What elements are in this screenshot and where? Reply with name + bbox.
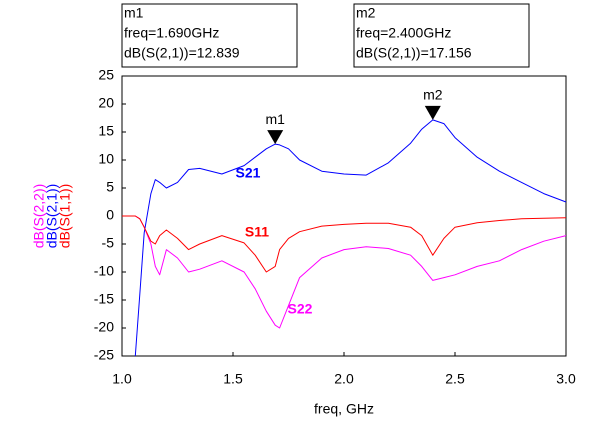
y-tick-label: 15	[98, 123, 114, 139]
y-tick-label: -25	[94, 347, 114, 363]
y-tick-label: -10	[94, 263, 114, 279]
y-tick-label: -15	[94, 291, 114, 307]
marker-readout: m1	[124, 5, 144, 21]
plot-frame	[121, 75, 567, 357]
x-tick-label: 2.0	[334, 371, 354, 387]
marker-readout: freq=1.690GHz	[124, 25, 219, 41]
marker-readout: freq=2.400GHz	[356, 25, 451, 41]
x-tick-label: 3.0	[556, 371, 576, 387]
marker-triangle	[424, 105, 441, 120]
marker-box	[353, 3, 530, 68]
y-tick-label: -20	[94, 319, 114, 335]
y-tick-label: 5	[106, 179, 114, 195]
series-label: S11	[245, 224, 269, 240]
y-tick-label: 10	[98, 151, 114, 167]
y-tick-label: 20	[98, 95, 114, 111]
y-axis-label: dB(S(2,2))	[31, 184, 47, 249]
marker-name: m2	[423, 87, 443, 103]
series-label: S21	[236, 165, 261, 181]
y-tick-label: 25	[98, 67, 114, 83]
series-label: S22	[288, 301, 313, 317]
y-axis-label: dB(S(1,1))	[57, 184, 73, 249]
x-tick-label: 2.5	[445, 371, 465, 387]
y-axis-label: dB(S(2,1))	[44, 184, 60, 249]
series-line	[122, 215, 567, 329]
series-line	[134, 119, 567, 357]
series-line	[122, 215, 567, 273]
marker-triangle	[267, 130, 284, 145]
marker-box	[121, 3, 298, 68]
x-tick-label: 1.5	[223, 371, 243, 387]
y-tick-label: 0	[106, 207, 114, 223]
marker-name: m1	[265, 111, 285, 127]
x-axis-label: freq, GHz	[314, 401, 374, 417]
y-tick-label: -5	[102, 235, 115, 251]
marker-readout: m2	[356, 5, 376, 21]
marker-readout: dB(S(2,1))=12.839	[124, 45, 240, 61]
marker-readout: dB(S(2,1))=17.156	[356, 45, 472, 61]
x-tick-label: 1.0	[112, 371, 132, 387]
